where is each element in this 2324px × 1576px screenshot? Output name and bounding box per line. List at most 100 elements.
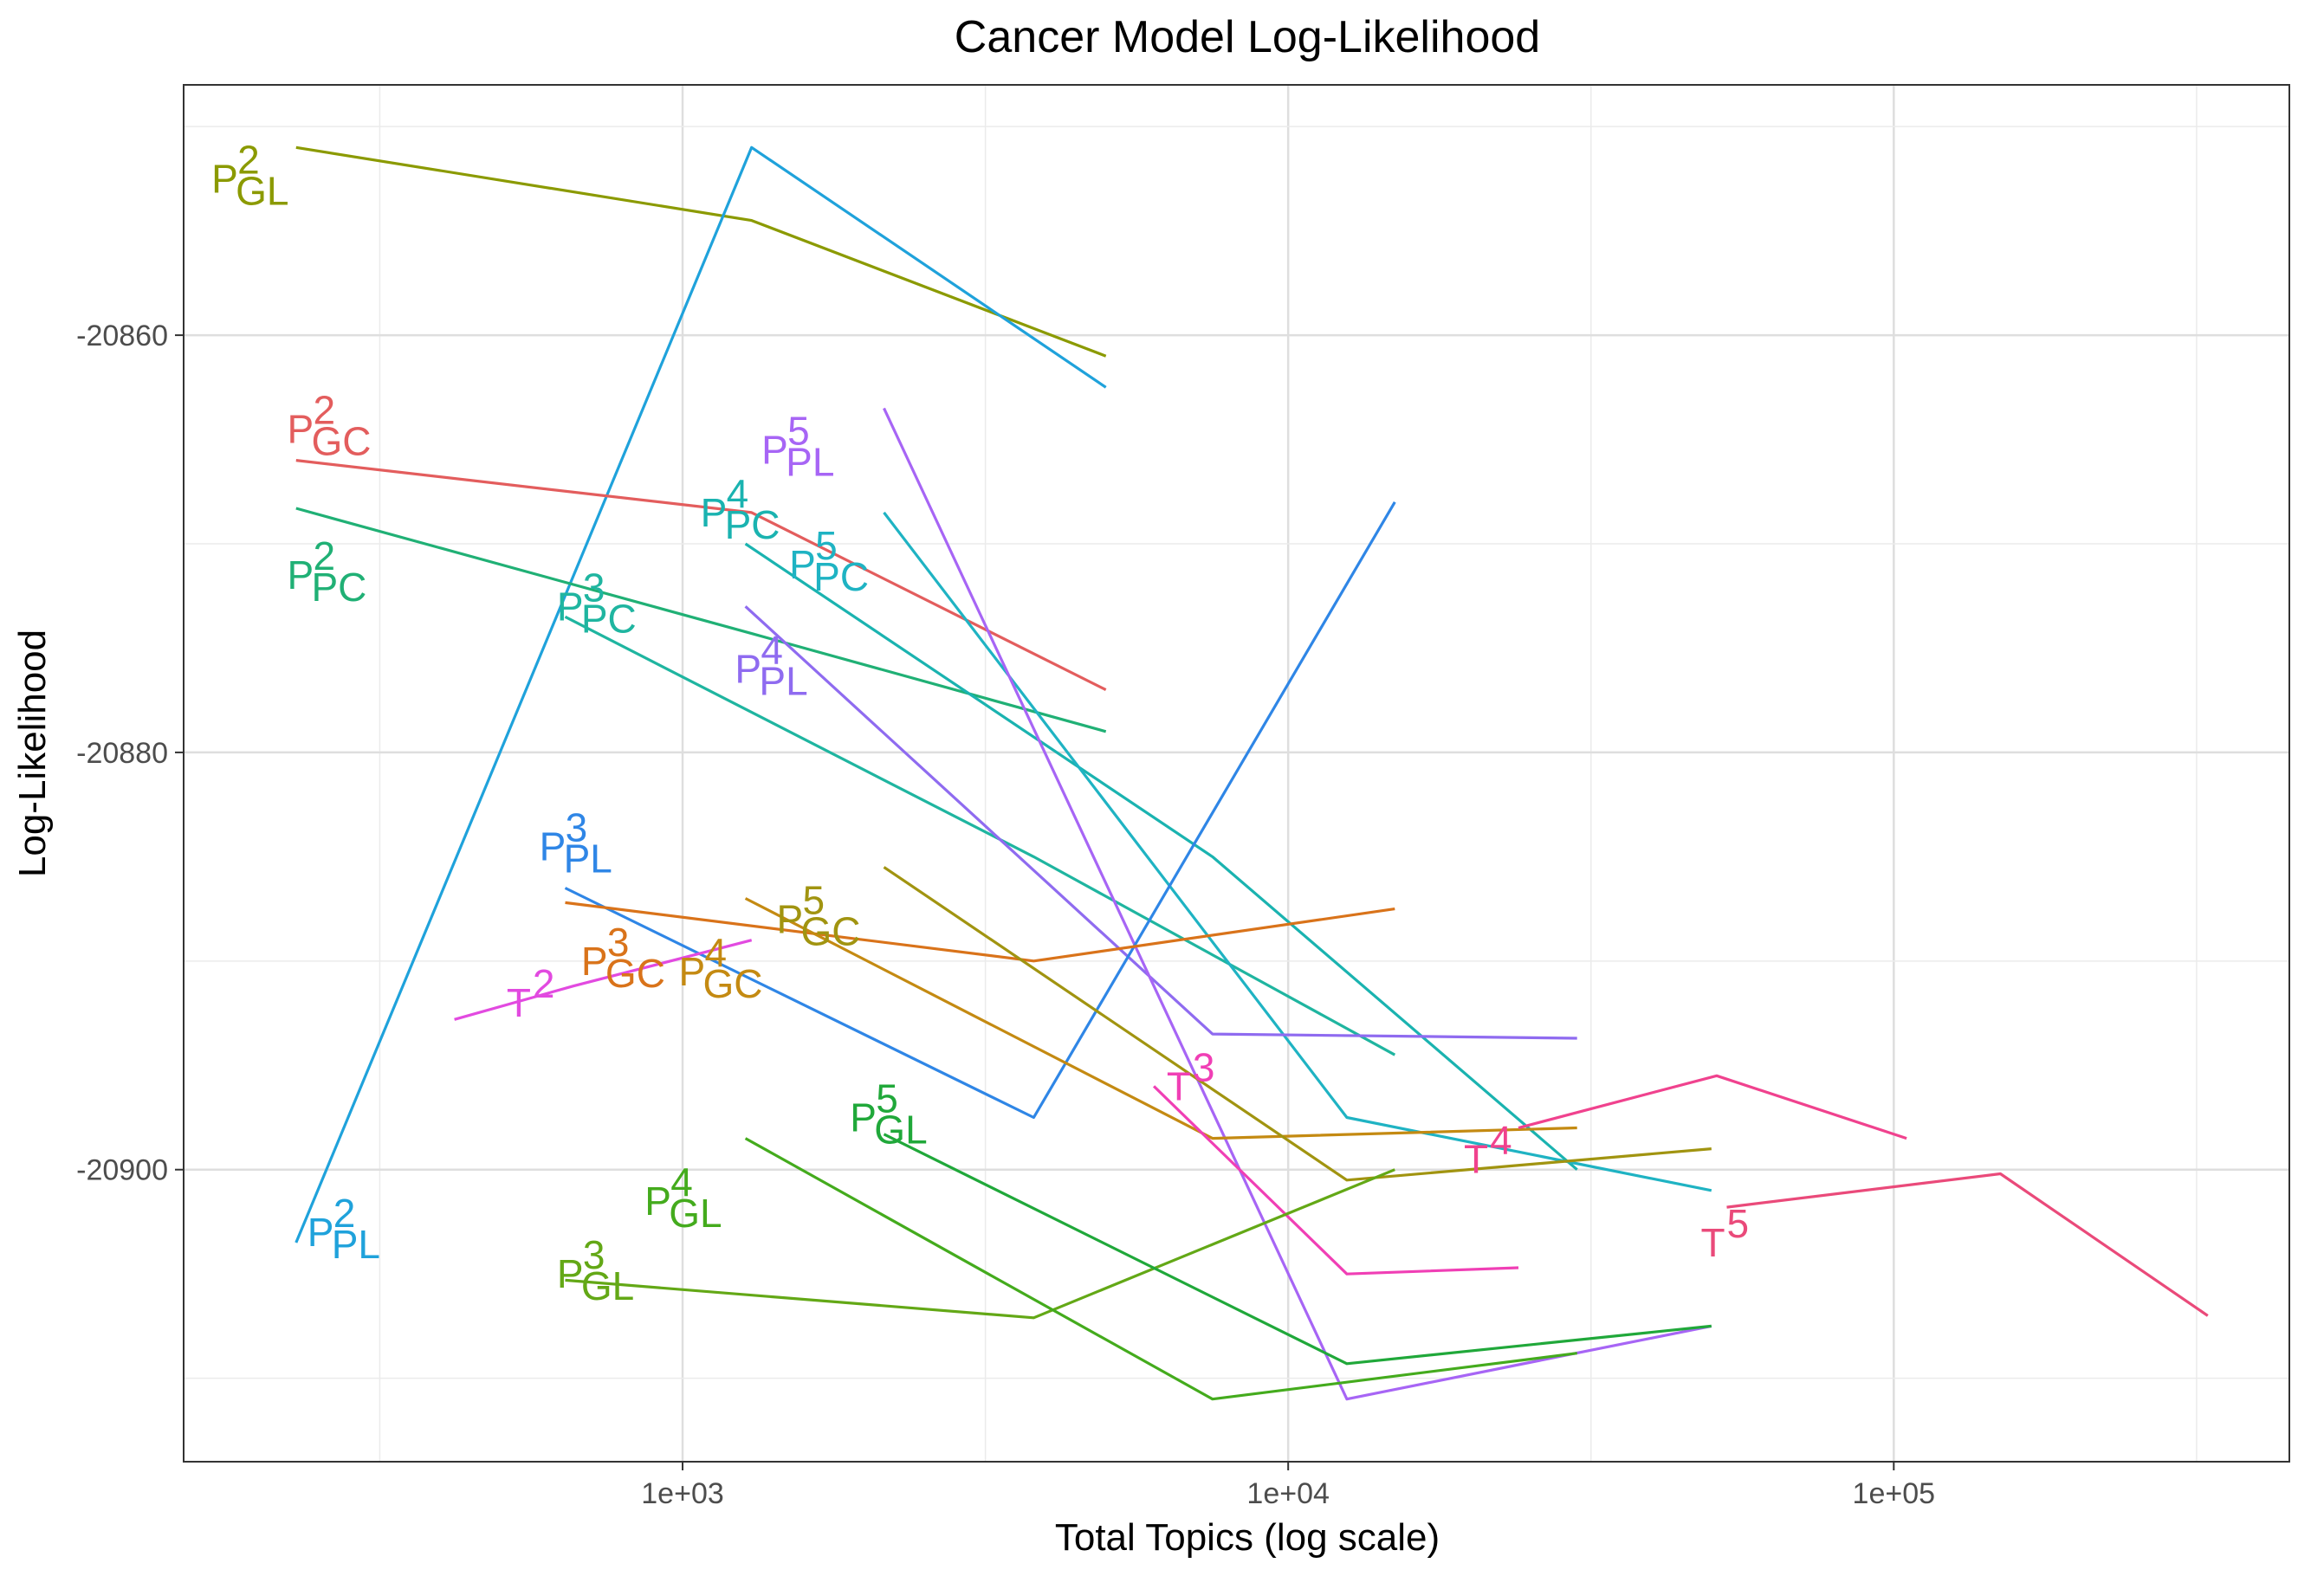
series-label-superscript: 4 bbox=[761, 628, 783, 673]
series-line-P3-GL bbox=[565, 1168, 1395, 1320]
series-line-T5 bbox=[1726, 1172, 2209, 1317]
series-label-subscript: GL bbox=[236, 168, 288, 213]
x-tick-label: 1e+05 bbox=[1853, 1477, 1936, 1510]
y-tick-label: -20880 bbox=[76, 737, 168, 770]
series-label-subscript: PL bbox=[564, 836, 612, 881]
series-label-P5-PL: P 5PL bbox=[761, 409, 834, 485]
series-label-letter: P bbox=[735, 647, 761, 692]
x-axis-title: Total Topics (log scale) bbox=[1055, 1516, 1440, 1559]
series-label-letter: P bbox=[211, 156, 238, 201]
series-label-P5-GC: P 5GC bbox=[777, 878, 861, 954]
series-label-subscript: GL bbox=[581, 1263, 634, 1308]
series-label-superscript: 3 bbox=[1193, 1044, 1215, 1089]
series-label-superscript: 4 bbox=[1490, 1118, 1512, 1163]
series-label-superscript: 3 bbox=[583, 565, 605, 610]
series-label-letter: P bbox=[678, 949, 705, 994]
series-label-subscript: PL bbox=[786, 440, 834, 485]
series-label-P5-PC: P 5PC bbox=[789, 523, 869, 599]
y-tick-label: -20860 bbox=[76, 320, 168, 352]
series-label-superscript: 5 bbox=[815, 523, 838, 568]
series-label-letter: T bbox=[1167, 1063, 1191, 1108]
series-label-P3-GC: P 3GC bbox=[581, 920, 665, 996]
series-label-superscript: 2 bbox=[333, 1191, 356, 1236]
series-label-superscript: 3 bbox=[566, 804, 588, 849]
series-label-letter: P bbox=[581, 939, 608, 984]
series-label-letter: P bbox=[777, 897, 804, 942]
series-label-P4-GC: P 4GC bbox=[678, 930, 762, 1006]
series-label-subscript: GC bbox=[702, 961, 762, 1006]
series-label-P5-GL: P 5GL bbox=[850, 1076, 927, 1153]
series-label-letter: P bbox=[288, 552, 314, 597]
series-label-superscript: 5 bbox=[1726, 1201, 1749, 1246]
series-label-superscript: 4 bbox=[727, 471, 749, 516]
series-label-subscript: PC bbox=[813, 554, 869, 599]
x-axis: 1e+03 1e+04 1e+05 bbox=[641, 1462, 1935, 1510]
x-tick-label: 1e+04 bbox=[1246, 1477, 1330, 1510]
series-label-superscript: 3 bbox=[583, 1232, 605, 1277]
series-label-letter: P bbox=[701, 490, 728, 535]
series-line-T3 bbox=[1152, 1085, 1519, 1276]
grid bbox=[184, 85, 2289, 1462]
series-label-letter: P bbox=[288, 407, 314, 452]
series-label-letter: P bbox=[850, 1095, 877, 1140]
series-line-P5-GL bbox=[883, 1133, 1712, 1366]
series-line-T2 bbox=[454, 939, 753, 1021]
series-label-subscript: PL bbox=[332, 1222, 380, 1267]
series-line-P2-PC bbox=[295, 507, 1107, 733]
y-axis: -20860 -20880 -20900 bbox=[76, 320, 184, 1187]
series-line-P5-GC bbox=[883, 866, 1712, 1182]
series-line-P3-PL bbox=[564, 501, 1396, 1120]
y-axis-title: Log-Likelihood bbox=[11, 630, 54, 877]
series-label-superscript: 4 bbox=[670, 1159, 693, 1205]
series-label-superscript: 2 bbox=[314, 533, 336, 578]
series-label-letter: P bbox=[789, 542, 816, 587]
series-label-superscript: 2 bbox=[237, 137, 260, 182]
series-label-letter: P bbox=[761, 428, 788, 473]
series-label-letter: P bbox=[540, 824, 566, 869]
series-label-P2-PC: P 2PC bbox=[288, 533, 367, 610]
series-label-superscript: 5 bbox=[876, 1076, 898, 1121]
series-label-P3-GL: P 3GL bbox=[557, 1232, 634, 1308]
series-line-P4-PL bbox=[744, 605, 1577, 1040]
y-tick-label: -20900 bbox=[76, 1154, 168, 1187]
series-label-superscript: 2 bbox=[314, 388, 336, 433]
series-label-P4-PC: P 4PC bbox=[701, 471, 780, 547]
series-label-superscript: 5 bbox=[803, 878, 825, 923]
series-label-letter: P bbox=[644, 1179, 671, 1224]
series-label-subscript: GC bbox=[801, 909, 861, 954]
series-line-P4-GL bbox=[744, 1137, 1577, 1401]
series-label-superscript: 2 bbox=[533, 961, 555, 1006]
series-label-superscript: 3 bbox=[607, 920, 630, 965]
series-label-P2-GL: P 2GL bbox=[211, 137, 288, 213]
series-label-P4-GL: P 4GL bbox=[644, 1159, 722, 1236]
series-label-subscript: PC bbox=[581, 596, 637, 641]
series-label-P4-PL: P 4PL bbox=[735, 628, 807, 704]
series-label-subscript: PC bbox=[312, 565, 367, 610]
series-label-letter: T bbox=[1464, 1137, 1488, 1182]
series-label-P2-PL: P 2PL bbox=[307, 1191, 380, 1267]
series-label-P2-GC: P 2GC bbox=[288, 388, 372, 464]
x-tick-label: 1e+03 bbox=[641, 1477, 724, 1510]
series-line-P2-GL bbox=[295, 145, 1107, 358]
series-line-P3-GC bbox=[565, 901, 1395, 963]
series-label-letter: T bbox=[507, 980, 531, 1025]
chart-title: Cancer Model Log-Likelihood bbox=[955, 12, 1540, 62]
series-label-letter: P bbox=[557, 1251, 584, 1296]
series-line-P4-PC bbox=[744, 542, 1578, 1171]
series-label-subscript: PL bbox=[759, 659, 807, 704]
series-label-superscript: 5 bbox=[787, 409, 810, 454]
series-label-letter: T bbox=[1700, 1220, 1725, 1265]
series-label-subscript: PC bbox=[725, 502, 780, 547]
series-label-P3-PC: P 3PC bbox=[557, 565, 637, 641]
series-line-P5-PC bbox=[883, 511, 1712, 1192]
series-label-P3-PL: P 3PL bbox=[540, 804, 612, 881]
series-line-P3-PC bbox=[564, 615, 1396, 1056]
series-lines bbox=[295, 145, 2209, 1401]
series-label-subscript: GC bbox=[312, 419, 372, 464]
